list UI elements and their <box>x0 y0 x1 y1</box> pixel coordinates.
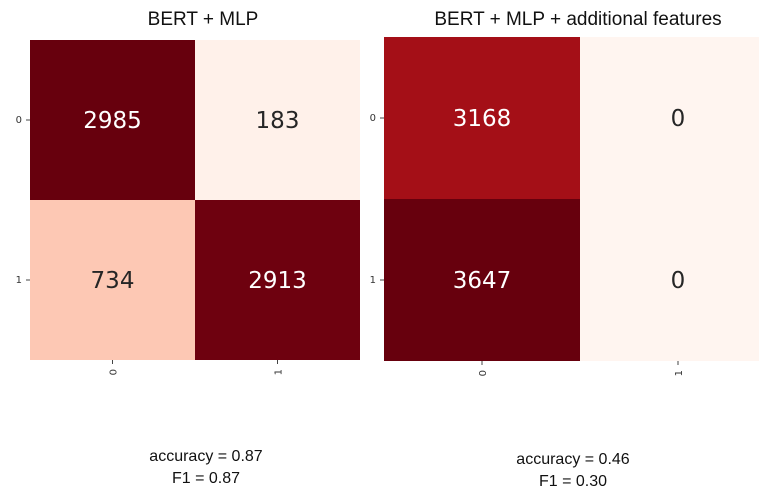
right-cell-label-1-0: 3647 <box>453 268 512 294</box>
left-cell-0-1 <box>195 40 360 200</box>
right-accuracy: accuracy = 0.46 <box>516 451 630 468</box>
right-cell-0-1 <box>580 37 759 199</box>
right-cell-0-0 <box>384 37 580 199</box>
right-cell-1-1 <box>580 199 759 361</box>
right-x-tick-label-1: 1 <box>674 370 685 376</box>
right-cell-label-0-0: 3168 <box>453 106 512 132</box>
left-heatmap-title: BERT + MLP <box>148 9 259 30</box>
right-f1: F1 = 0.30 <box>538 473 608 490</box>
left-cell-label-1-1: 2913 <box>248 268 307 294</box>
right-heatmap: BERT + MLP + additional features 3168 0 364… <box>370 9 759 376</box>
left-cell-0-0 <box>30 40 195 200</box>
right-cell-1-0 <box>384 199 580 361</box>
left-y-tick-label-1: 1 <box>16 275 22 286</box>
right-metrics: accuracy = 0.46 F1 = 0.30 <box>453 449 693 493</box>
left-accuracy: accuracy = 0.87 <box>149 448 263 465</box>
left-x-tick-label-0: 0 <box>109 369 120 375</box>
right-cell-label-0-1: 0 <box>671 106 686 132</box>
left-cell-1-1 <box>195 200 360 360</box>
left-f1: F1 = 0.87 <box>171 470 241 487</box>
right-x-tick-label-0: 0 <box>478 370 489 376</box>
left-cell-label-0-0: 2985 <box>83 108 142 134</box>
right-y-tick-label-1: 1 <box>370 275 376 286</box>
left-cell-1-0 <box>30 200 195 360</box>
left-metrics: accuracy = 0.87 F1 = 0.87 <box>86 446 326 490</box>
right-cell-label-1-1: 0 <box>671 268 686 294</box>
right-y-tick-label-0: 0 <box>370 113 376 124</box>
left-x-tick-label-1: 1 <box>274 369 285 375</box>
left-cell-label-1-0: 734 <box>91 268 135 294</box>
left-heatmap: BERT + MLP 2985 183 734 2913 0 1 0 1 <box>16 9 360 375</box>
right-heatmap-title: BERT + MLP + additional features <box>434 9 721 30</box>
left-cell-label-0-1: 183 <box>256 108 300 134</box>
left-y-tick-label-0: 0 <box>16 115 22 126</box>
